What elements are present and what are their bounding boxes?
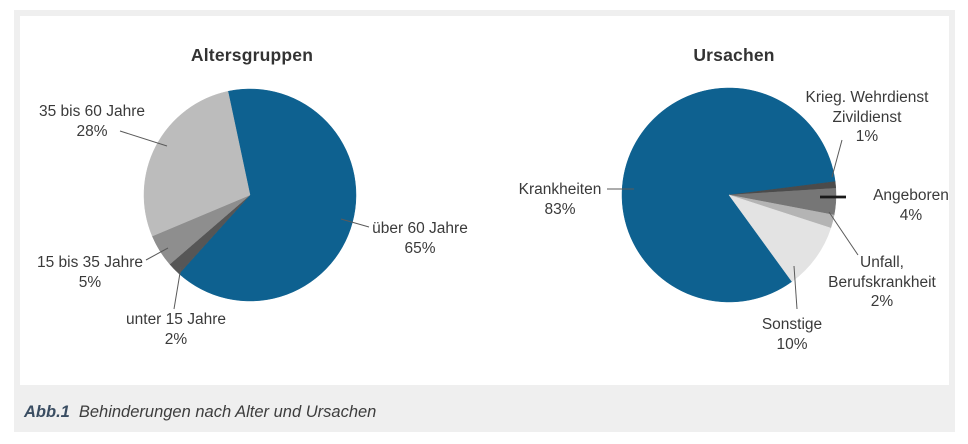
slice-name: Sonstige [761, 316, 823, 333]
pie-charts-canvas [119, 87, 859, 310]
slice-name: Angeboren [873, 187, 949, 204]
slice-label-krieg-wehrdienst-zivildienst: Krieg. Wehrdienst Zivildienst 1% [792, 88, 942, 147]
leader-line [119, 130, 168, 147]
slice-name: Berufskrankheit [828, 273, 936, 291]
chart-title-altersgruppen: Altersgruppen [190, 45, 314, 65]
slice-name: Krankheiten [518, 181, 602, 198]
slice-name: unter 15 Jahre [126, 311, 226, 328]
slice-name: 15 bis 35 Jahre [37, 254, 143, 271]
leader-line [145, 247, 169, 261]
slice-label-unter-15-jahre: unter 15 Jahre 2% [108, 310, 244, 349]
slice-name: Zivildienst [832, 108, 902, 126]
slice-name: Unfall, [860, 254, 904, 271]
slice-label-sonstige: Sonstige 10% [724, 315, 860, 354]
pie-ursachen [621, 87, 837, 303]
pie-slice-35-bis-60-jahre [143, 91, 251, 237]
pie-altersgruppen [143, 88, 357, 302]
slice-name: 35 bis 60 Jahre [39, 103, 145, 120]
slice-percent: 83% [544, 200, 576, 218]
slice-label-35-bis-60-jahre: 35 bis 60 Jahre 28% [24, 102, 160, 141]
leader-lines [119, 130, 859, 310]
slice-percent: 2% [164, 330, 188, 348]
leader-line [831, 139, 843, 178]
slice-percent: 4% [899, 206, 923, 224]
slice-percent: 5% [78, 273, 102, 291]
slice-percent: 65% [404, 239, 436, 257]
slice-percent: 2% [870, 293, 894, 310]
slice-percent: 10% [776, 335, 808, 353]
slice-percent: 28% [76, 122, 108, 140]
slice-name: Krieg. Wehrdienst [805, 89, 929, 106]
caption-text: Behinderungen nach Alter und Ursachen [78, 403, 377, 421]
slice-label-angeboren: Angeboren 4% [855, 186, 967, 225]
pie-slice-sonstige [728, 194, 832, 282]
leader-line [340, 218, 370, 228]
pie-slice-krankheiten [621, 87, 836, 303]
chart-title-ursachen: Ursachen [693, 45, 775, 65]
leader-line [828, 211, 859, 256]
slice-label-krankheiten: Krankheiten 83% [492, 180, 628, 219]
slice-percent: 1% [855, 128, 879, 145]
figure-caption: Abb.1 Behinderungen nach Alter und Ursach… [24, 403, 376, 422]
leader-line [793, 265, 798, 310]
leader-line [173, 266, 182, 310]
slice-name: über 60 Jahre [372, 220, 468, 237]
caption-number: Abb.1 [24, 403, 70, 421]
slice-label-15-bis-35-jahre: 15 bis 35 Jahre 5% [22, 253, 158, 292]
slice-label-unfall-berufskrankheit: Unfall, Berufskrankheit 2% [802, 253, 962, 312]
slice-label-ueber-60-jahre: über 60 Jahre 65% [352, 219, 488, 258]
